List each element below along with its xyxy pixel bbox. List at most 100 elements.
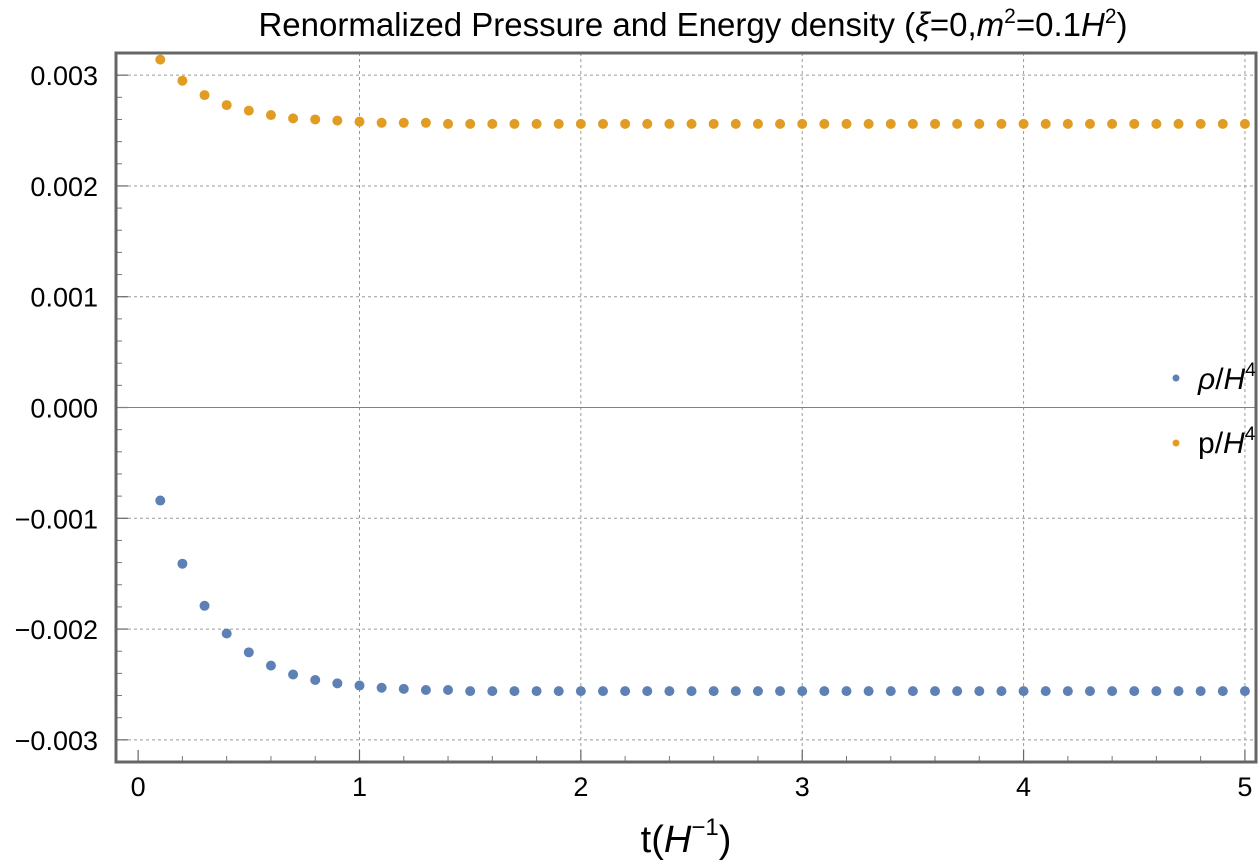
data-points (155, 54, 1250, 697)
rho-point (1084, 686, 1095, 697)
rho-point (265, 660, 276, 671)
p-point (398, 117, 409, 128)
p-point (354, 116, 365, 127)
rho-point (1107, 686, 1118, 697)
x-axis-label: t(H−1) (641, 814, 732, 861)
rho-point (243, 647, 254, 658)
p-point (265, 110, 276, 121)
rho-point (1173, 686, 1184, 697)
rho-point (597, 686, 608, 697)
p-point (841, 118, 852, 129)
p-point (597, 118, 608, 129)
rho-point (1062, 686, 1073, 697)
p-point (420, 117, 431, 128)
rho-point (996, 686, 1007, 697)
rho-point (155, 495, 166, 506)
p-point (752, 118, 763, 129)
y-tick-label: −0.002 (15, 615, 98, 645)
p-point (1173, 118, 1184, 129)
legend-label-rho: ρ/H4 (1197, 360, 1256, 396)
rho-point (288, 669, 299, 680)
p-point (221, 100, 232, 111)
axis-ticks (116, 74, 1246, 762)
y-tick-label: 0.001 (30, 283, 98, 313)
p-point (332, 115, 343, 126)
rho-point (1018, 686, 1029, 697)
x-tick-label: 5 (1237, 772, 1252, 802)
chart-title: Renormalized Pressure and Energy density… (258, 5, 1127, 43)
p-point (310, 114, 321, 125)
x-tick-label: 1 (352, 772, 367, 802)
x-tick-label: 0 (131, 772, 146, 802)
x-tick-label: 4 (1016, 772, 1031, 802)
rho-point (708, 686, 719, 697)
rho-point (553, 686, 564, 697)
rho-point (819, 686, 830, 697)
rho-point (398, 683, 409, 694)
legend-label-p: p/H4 (1198, 424, 1256, 460)
y-tick-label: 0.000 (30, 394, 98, 424)
rho-point (620, 686, 631, 697)
rho-point (841, 686, 852, 697)
p-point (708, 118, 719, 129)
rho-point (310, 675, 321, 686)
p-point (775, 118, 786, 129)
rho-point (907, 686, 918, 697)
rho-point (885, 686, 896, 697)
plot-frame (114, 51, 1258, 764)
rho-point (686, 686, 697, 697)
rho-point (177, 558, 188, 569)
p-point (797, 118, 808, 129)
p-point (1062, 118, 1073, 129)
rho-point (775, 686, 786, 697)
p-point (996, 118, 1007, 129)
rho-point (974, 686, 985, 697)
p-point (1195, 118, 1206, 129)
legend: ρ/H4 p/H4 (1172, 360, 1256, 460)
legend-marker-p (1172, 439, 1180, 447)
p-point (664, 118, 675, 129)
p-point (1151, 118, 1162, 129)
rho-point (863, 686, 874, 697)
p-point (885, 118, 896, 129)
p-point (1018, 118, 1029, 129)
x-tick-label: 3 (795, 772, 810, 802)
rho-point (1151, 686, 1162, 697)
p-point (553, 118, 564, 129)
p-point (243, 105, 254, 116)
p-point (575, 118, 586, 129)
rho-point (199, 600, 210, 611)
rho-point (221, 628, 232, 639)
rho-point (420, 684, 431, 695)
rho-point (443, 684, 454, 695)
rho-point (1195, 686, 1206, 697)
p-point (288, 113, 299, 124)
p-point (642, 118, 653, 129)
y-tick-label: 0.002 (30, 172, 98, 202)
p-point (930, 118, 941, 129)
rho-point (332, 678, 343, 689)
rho-point (1239, 686, 1250, 697)
rho-point (952, 686, 963, 697)
p-point (465, 118, 476, 129)
p-point (1217, 118, 1228, 129)
x-tick-labels: 0 1 2 3 4 5 (131, 772, 1253, 802)
rho-point (531, 686, 542, 697)
p-point (1239, 118, 1250, 129)
p-point (819, 118, 830, 129)
p-point (974, 118, 985, 129)
rho-point (730, 686, 741, 697)
rho-point (1040, 686, 1051, 697)
p-point (155, 54, 166, 65)
p-point (1129, 118, 1140, 129)
p-point (730, 118, 741, 129)
rho-point (1217, 686, 1228, 697)
p-point (509, 118, 520, 129)
rho-point (487, 686, 498, 697)
p-point (487, 118, 498, 129)
p-point (1107, 118, 1118, 129)
legend-marker-rho (1172, 374, 1180, 382)
p-point (1040, 118, 1051, 129)
p-point (199, 90, 210, 101)
